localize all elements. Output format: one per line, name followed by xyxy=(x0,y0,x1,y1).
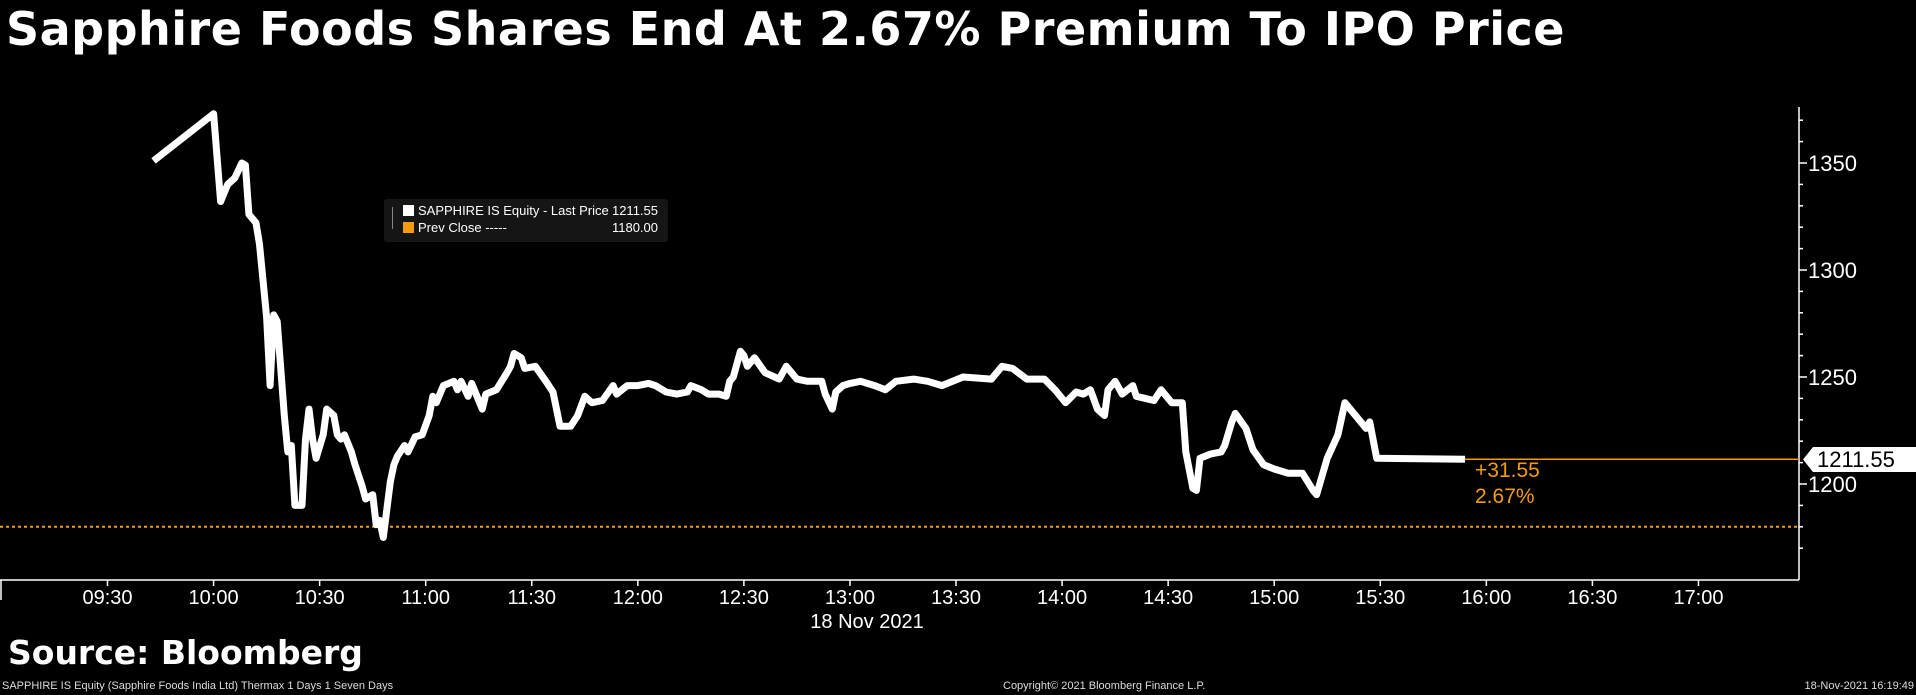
legend-item-last-price: SAPPHIRE IS Equity - Last Price 1211.55 xyxy=(403,203,658,219)
legend-label: Prev Close ----- xyxy=(418,220,507,235)
x-tick-label: 13:00 xyxy=(825,587,875,609)
x-tick-label: 13:30 xyxy=(931,587,981,609)
chart-title: Sapphire Foods Shares End At 2.67% Premi… xyxy=(6,2,1565,56)
x-tick-label: 11:30 xyxy=(507,587,556,609)
x-tick-label: 09:30 xyxy=(82,587,132,609)
legend-value: 1180.00 xyxy=(611,220,658,235)
footer-security: SAPPHIRE IS Equity (Sapphire Foods India… xyxy=(2,680,394,692)
x-tick-label: 15:30 xyxy=(1355,587,1405,609)
y-tick-label: 1250 xyxy=(1808,365,1857,390)
y-tick-label: 1200 xyxy=(1808,472,1857,497)
x-tick-label: 16:00 xyxy=(1461,587,1511,609)
x-tick-label: 11:00 xyxy=(401,587,450,609)
legend[interactable]: SAPPHIRE IS Equity - Last Price 1211.55 … xyxy=(384,199,668,242)
last-price-tag: 1211.55 xyxy=(1803,447,1916,472)
source-label: Source: Bloomberg xyxy=(8,633,363,672)
x-tick-label: 15:00 xyxy=(1249,587,1299,609)
price-series-line xyxy=(151,110,1466,541)
axes xyxy=(0,107,1807,600)
change-absolute: +31.55 xyxy=(1475,459,1540,482)
x-tick-label: 12:00 xyxy=(613,587,663,609)
legend-label: SAPPHIRE IS Equity - Last Price xyxy=(418,203,609,218)
legend-value: 1211.55 xyxy=(611,203,658,218)
x-tick-label: 12:30 xyxy=(719,587,769,609)
x-tick-label: 14:00 xyxy=(1037,587,1087,609)
legend-item-prev-close: Prev Close ----- 1180.00 xyxy=(403,220,658,236)
legend-tree-icon[interactable] xyxy=(392,207,401,229)
orange-swatch-icon xyxy=(403,222,414,233)
x-tick-labels: 09:30 10:00 10:30 11:00 11:30 12:00 12:30 13:00… xyxy=(82,587,1723,609)
x-tick-label: 16:30 xyxy=(1567,587,1617,609)
x-tick-label: 10:00 xyxy=(189,587,239,609)
y-tick-labels: 1200 1250 1300 1350 xyxy=(1808,151,1857,497)
x-tick-label: 17:00 xyxy=(1673,587,1723,609)
date-label: 18 Nov 2021 xyxy=(810,611,923,633)
change-percent: 2.67% xyxy=(1475,485,1535,508)
white-swatch-icon xyxy=(403,205,414,216)
x-tick-label: 14:30 xyxy=(1143,587,1193,609)
y-tick-label: 1300 xyxy=(1808,258,1857,283)
footer-copyright: Copyright© 2021 Bloomberg Finance L.P. xyxy=(1003,680,1206,692)
footer-timestamp: 18-Nov-2021 16:19:49 xyxy=(1804,680,1914,692)
x-tick-label: 10:30 xyxy=(295,587,345,609)
y-tick-label: 1350 xyxy=(1808,151,1857,176)
